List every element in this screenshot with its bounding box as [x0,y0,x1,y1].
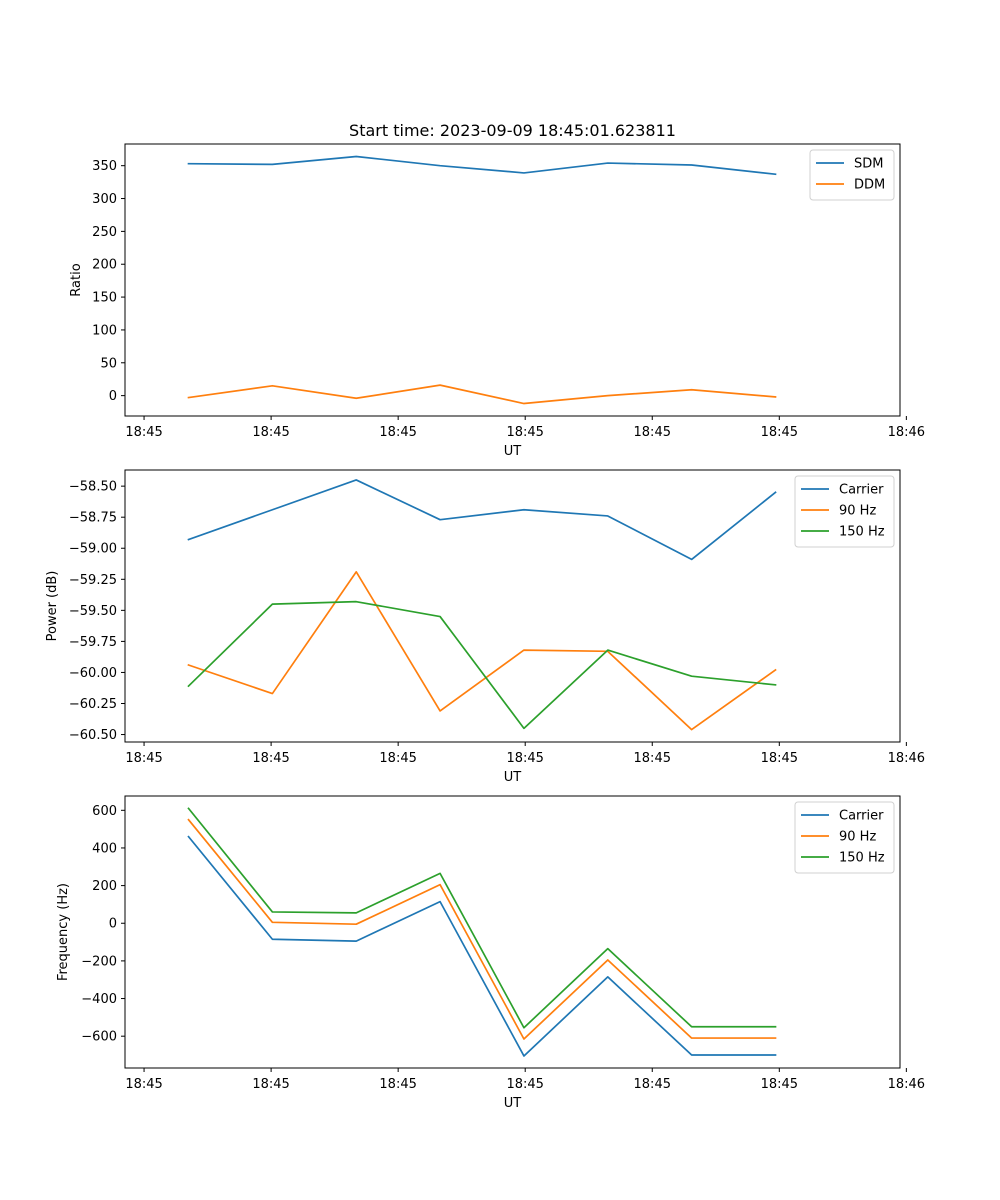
series-line-ddm [187,384,777,405]
x-tick-label: 18:45 [506,425,543,440]
x-tick-label: 18:45 [634,1077,671,1092]
x-axis-label: UT [504,444,522,459]
legend-entry-label: Carrier [839,483,884,498]
chart-panel-2: 18:45 18:45 18:45 18:45 18:45 18:45 18:46 −58.5… [45,469,925,785]
x-tick-label: 18:46 [888,425,925,440]
x-tick-label: 18:45 [379,1077,416,1092]
y-tick-label: −58.50 [69,480,117,495]
x-tick-label: 18:45 [125,425,162,440]
y-tick-label: 150 [92,291,117,306]
x-tick-label: 18:46 [888,751,925,766]
legend-entry-label: Carrier [839,809,884,824]
x-tick-label: 18:45 [506,1077,543,1092]
x-tick-label: 18:45 [761,1077,798,1092]
x-tick-label: 18:45 [506,751,543,766]
x-tick-label: 18:45 [252,751,289,766]
x-tick-label: 18:45 [125,751,162,766]
series-line-90-hz [187,570,777,731]
legend: SDM DDM [809,149,895,201]
y-tick-label: 350 [92,159,117,174]
x-tick-label: 18:45 [634,425,671,440]
y-tick-label: −59.75 [69,635,117,650]
y-axis-label: Power (dB) [45,571,60,642]
y-tick-label: 300 [92,192,117,207]
y-tick-label: −59.25 [69,573,117,588]
legend-entry-label: 90 Hz [839,830,876,845]
y-tick-label: 50 [100,356,117,371]
y-tick-label: −60.00 [69,666,117,681]
legend: Carrier 90 Hz 150 Hz [794,801,895,874]
y-tick-label: −59.00 [69,542,117,557]
x-tick-label: 18:45 [634,751,671,766]
legend-entry-label: 150 Hz [839,851,885,866]
series-line-sdm [187,155,777,176]
x-tick-label: 18:45 [379,425,416,440]
legend-entry-label: 150 Hz [839,525,885,540]
y-tick-label: 200 [92,879,117,894]
legend-entry-label: SDM [854,157,883,172]
legend: Carrier 90 Hz 150 Hz [794,475,895,548]
chart-panel-3: 18:45 18:45 18:45 18:45 18:45 18:45 18:46 600 40… [56,795,925,1111]
x-axis-label: UT [504,1096,522,1111]
x-tick-label: 18:45 [761,751,798,766]
series-line-150-hz [187,807,777,1029]
series-line-90-hz [187,818,777,1040]
x-tick-label: 18:45 [125,1077,162,1092]
y-tick-label: 250 [92,225,117,240]
figure-title: Start time: 2023-09-09 18:45:01.623811 [349,121,676,140]
y-tick-label: 100 [92,323,117,338]
axes-frame [124,469,901,743]
y-axis-label: Frequency (Hz) [56,883,71,981]
y-tick-label: 400 [92,841,117,856]
y-tick-label: 200 [92,258,117,273]
y-tick-label: −600 [81,1030,117,1045]
y-tick-label: 0 [109,917,117,932]
y-axis-label: Ratio [69,263,84,296]
series-line-carrier [187,835,777,1057]
x-tick-label: 18:46 [888,1077,925,1092]
y-tick-label: −200 [81,954,117,969]
legend-entry-label: DDM [854,178,885,193]
series-line-150-hz [187,600,777,730]
y-tick-label: 0 [109,389,117,404]
axes-frame [124,143,901,417]
x-axis-label: UT [504,770,522,785]
axes-frame [124,795,901,1069]
x-tick-label: 18:45 [252,425,289,440]
x-tick-label: 18:45 [761,425,798,440]
legend-entry-label: 90 Hz [839,504,876,519]
y-tick-label: −400 [81,992,117,1007]
y-tick-label: −59.50 [69,604,117,619]
chart-panel-1: 18:45 18:45 18:45 18:45 18:45 18:45 18:46 0 50 10… [69,143,925,459]
x-tick-label: 18:45 [252,1077,289,1092]
series-line-carrier [187,479,777,561]
y-tick-label: −60.25 [69,697,117,712]
x-tick-label: 18:45 [379,751,416,766]
y-tick-label: −58.75 [69,511,117,526]
y-tick-label: −60.50 [69,728,117,743]
y-tick-label: 600 [92,804,117,819]
